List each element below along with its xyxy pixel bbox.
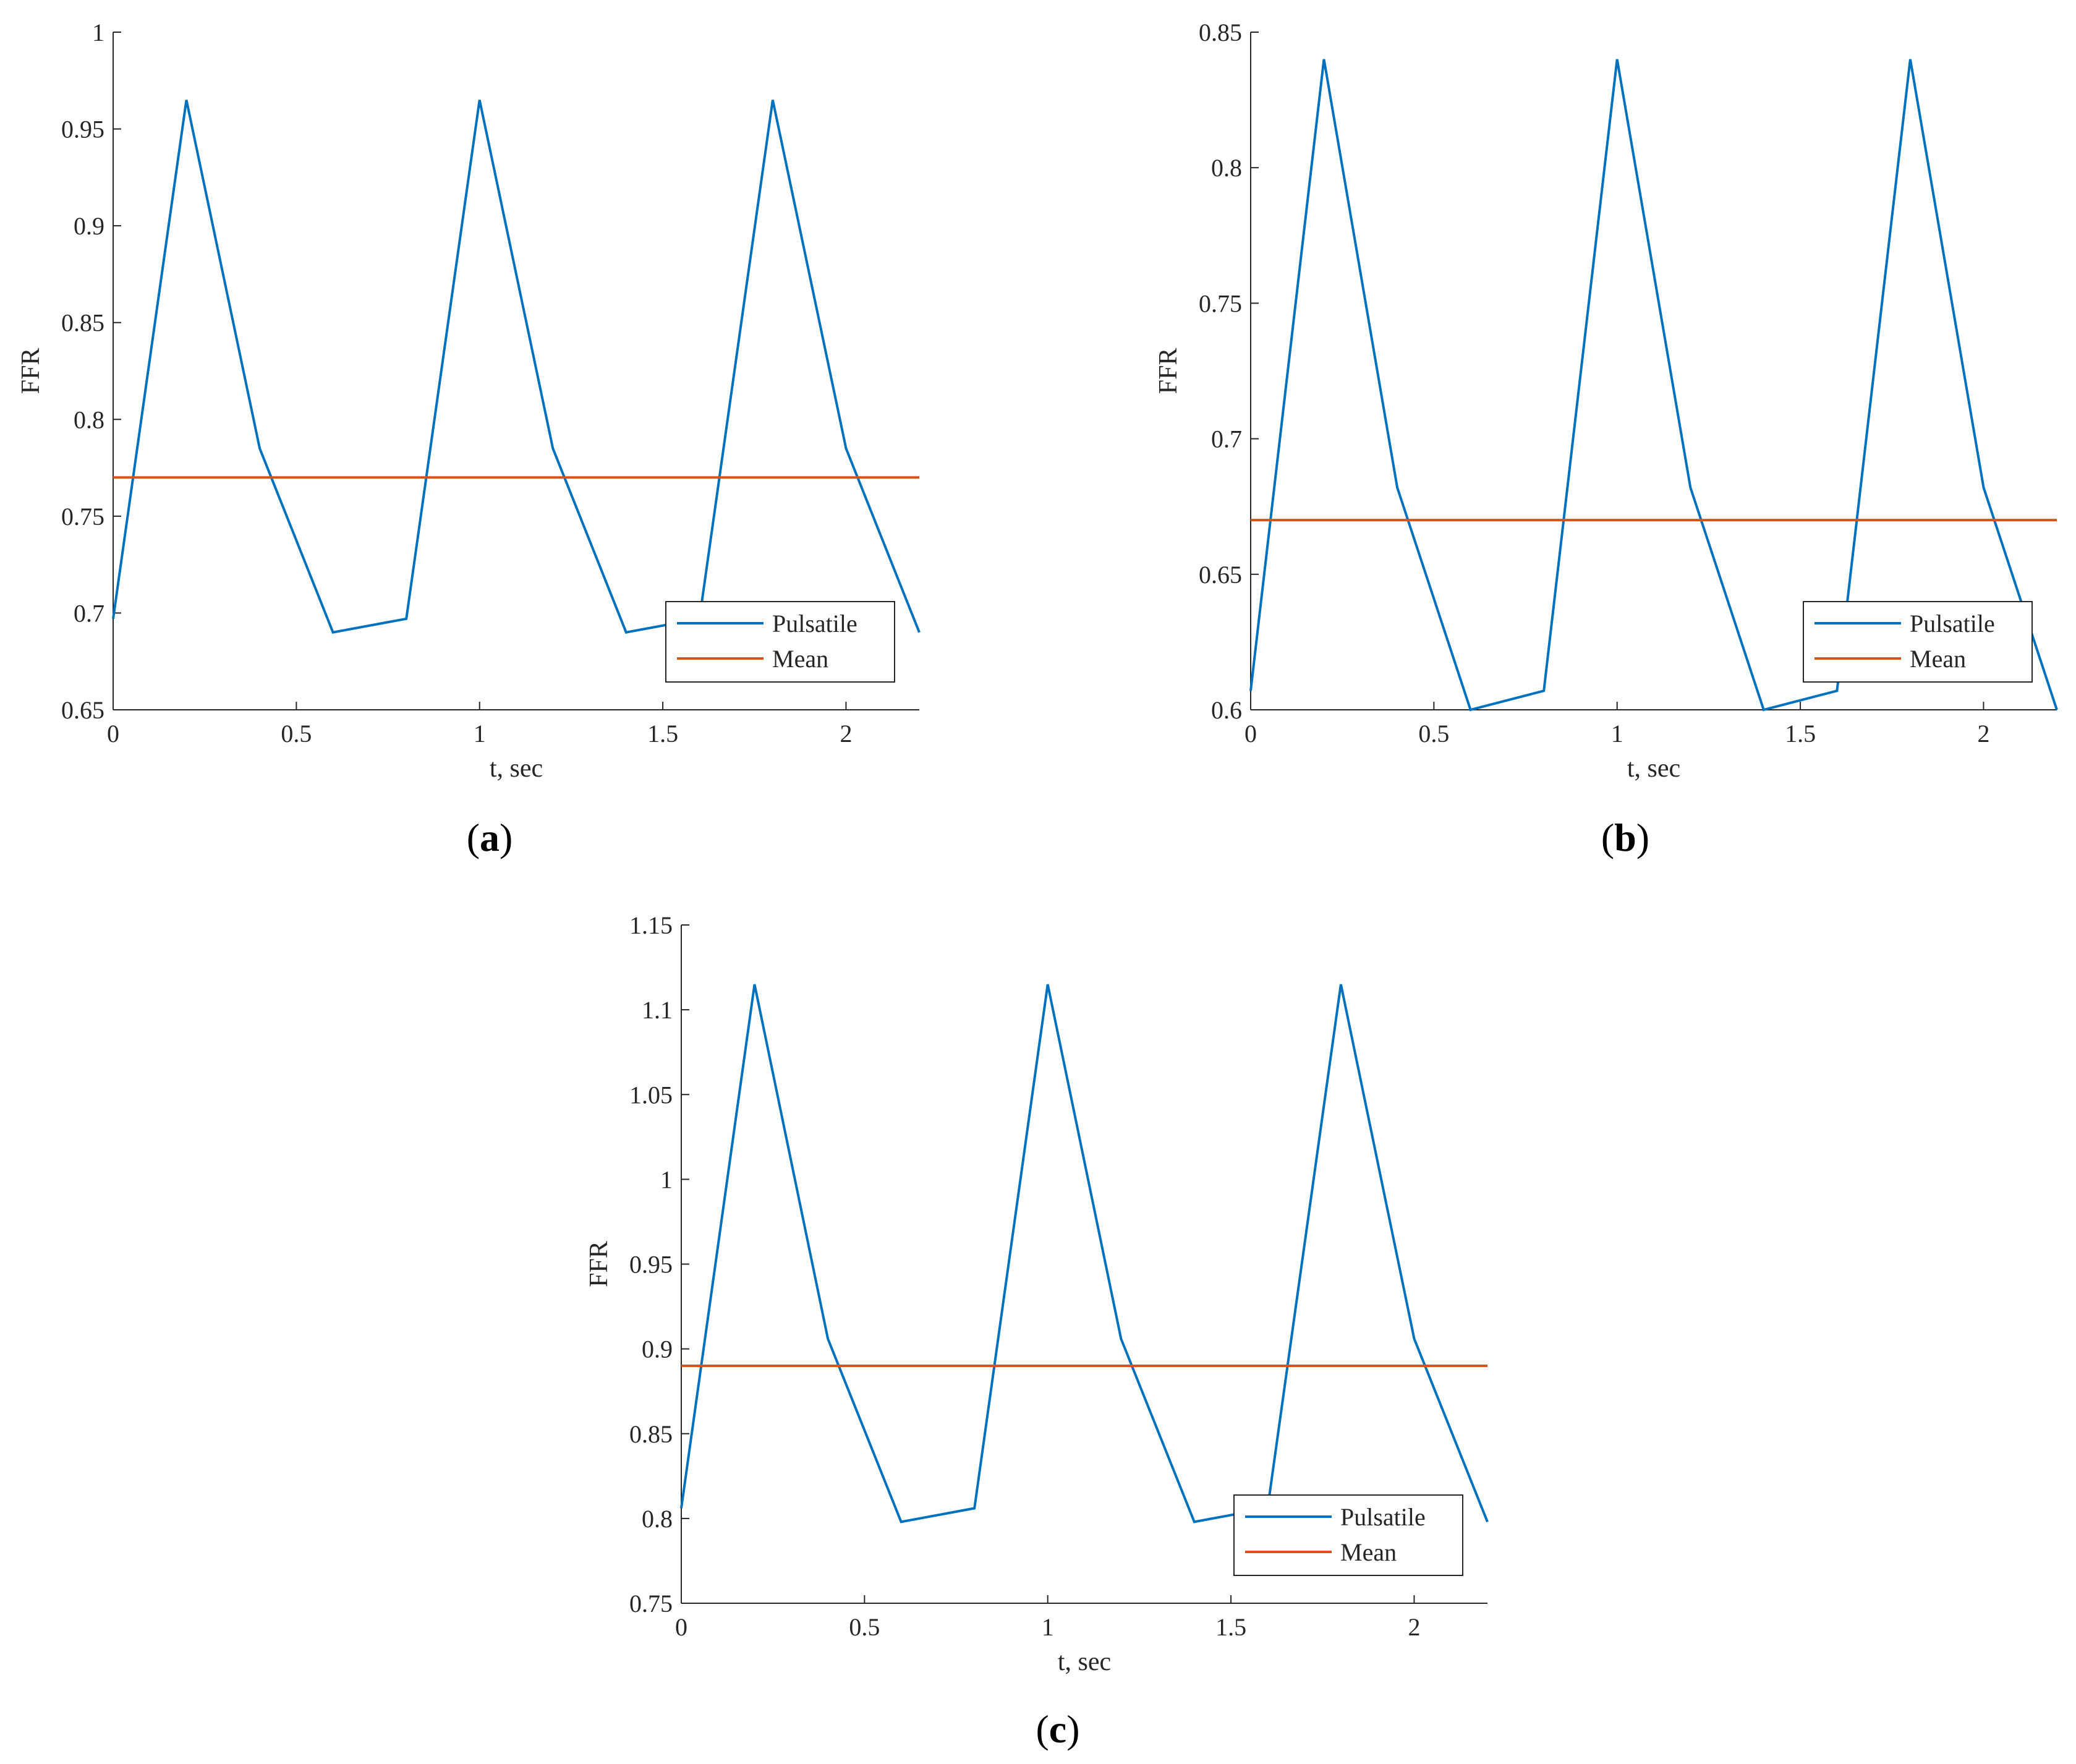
panel-a-y-tick-label: 0.8 [74, 406, 104, 433]
panel-b-y-tick-label: 0.75 [1199, 289, 1242, 317]
panel-label-b: (b) [1601, 816, 1649, 859]
panel-b-legend-box [1803, 601, 2033, 683]
panel-a-y-tick-label: 0.7 [74, 599, 104, 627]
panel-b-pulsatile-line [1249, 59, 2058, 712]
panel-b-x-tick-label: 1.5 [1785, 720, 1816, 748]
panel-b: 0 0.5 1 1.5 2 0.6 0.65 0.7 0.75 0.8 0.85 t, sec FFR P… [1154, 19, 2058, 783]
panel-b-x-tick-label: 1 [1611, 720, 1623, 748]
panel-c-legend-label-pulsatile: Pulsatile [1340, 1503, 1426, 1531]
panel-a-y-tick-label: 0.75 [61, 503, 104, 530]
panel-a-x-tick-label: 1 [474, 720, 486, 748]
panel-a-y-tick-label: 1 [92, 19, 104, 46]
panel-c-y-tick-label: 0.85 [629, 1420, 673, 1448]
panel-a-legend-label-mean: Mean [772, 645, 828, 673]
panel-label-a: (a) [467, 816, 513, 859]
panel-c: 0 0.5 1 1.5 2 0.75 0.8 0.85 0.9 0.95 1 1.05 1.1 1.15 t… [585, 911, 1489, 1676]
panel-b-x-tick-label: 2 [1977, 720, 1989, 748]
panel-b-y-tick-label: 0.7 [1211, 425, 1242, 453]
panel-a-y-axis-label: FFR [17, 348, 45, 394]
panel-c-y-tick-label: 1 [660, 1165, 673, 1193]
panel-b-y-tick-label: 0.6 [1211, 696, 1242, 724]
panel-b-x-axis-label: t, sec [1627, 754, 1680, 783]
panel-a-x-tick-label: 0.5 [281, 720, 312, 748]
panel-a-y-tick-label: 0.65 [61, 696, 104, 724]
panel-c-y-tick-label: 0.75 [629, 1590, 673, 1617]
panel-a-x-tick-label: 0 [107, 720, 119, 748]
panel-a-x-tick-label: 1.5 [647, 720, 678, 748]
panel-b-legend-label-mean: Mean [1910, 645, 1966, 673]
panel-c-x-tick-label: 0 [675, 1613, 687, 1641]
panel-b-x-tick-label: 0 [1244, 720, 1257, 748]
panel-c-x-tick-label: 0.5 [849, 1613, 880, 1641]
panel-c-y-tick-label: 1.15 [629, 911, 673, 939]
panel-c-y-axis-label: FFR [585, 1241, 613, 1287]
panel-a-legend-box [665, 601, 895, 683]
panel-c-legend-box [1233, 1494, 1463, 1576]
panel-c-y-tick-label: 1.1 [642, 996, 673, 1024]
panel-a-pulsatile-line [112, 100, 921, 634]
panel-b-legend-label-pulsatile: Pulsatile [1910, 610, 1995, 637]
panel-b-y-tick-label: 0.85 [1199, 19, 1242, 46]
panel-b-y-tick-label: 0.65 [1199, 561, 1242, 589]
panel-c-x-axis-label: t, sec [1058, 1648, 1111, 1676]
panel-c-legend-label-mean: Mean [1340, 1538, 1397, 1566]
panel-b-y-axis-label: FFR [1154, 348, 1183, 394]
panel-c-y-tick-label: 0.95 [629, 1251, 673, 1279]
panel-c-pulsatile-line [680, 984, 1489, 1523]
panel-a-x-axis-label: t, sec [490, 754, 543, 783]
panel-a-y-tick-label: 0.85 [61, 309, 104, 337]
panel-b-y-tick-label: 0.8 [1211, 154, 1242, 182]
panel-c-x-tick-label: 1 [1042, 1613, 1054, 1641]
panel-b-x-tick-label: 0.5 [1418, 720, 1449, 748]
panel-a-x-tick-label: 2 [840, 720, 852, 748]
panel-c-y-tick-label: 0.8 [642, 1505, 673, 1533]
panel-c-x-tick-label: 2 [1408, 1613, 1420, 1641]
panel-c-y-tick-label: 1.05 [629, 1081, 673, 1109]
panel-c-y-tick-label: 0.9 [642, 1336, 673, 1363]
panel-a-y-tick-label: 0.95 [61, 116, 104, 143]
panel-label-c: (c) [1036, 1707, 1079, 1751]
panel-a-legend-label-pulsatile: Pulsatile [772, 610, 857, 637]
panel-c-x-tick-label: 1.5 [1215, 1613, 1246, 1641]
panel-a-y-tick-label: 0.9 [74, 212, 104, 240]
